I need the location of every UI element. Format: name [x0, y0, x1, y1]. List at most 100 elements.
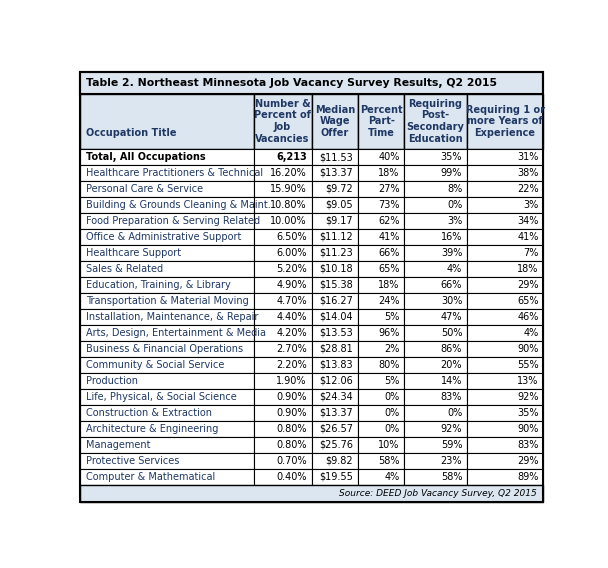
Text: $24.34: $24.34: [320, 392, 353, 402]
Text: Construction & Extraction: Construction & Extraction: [86, 408, 212, 418]
Bar: [254, 405, 311, 421]
Text: 92%: 92%: [441, 424, 462, 434]
Text: 5%: 5%: [384, 312, 399, 322]
Bar: [80, 261, 254, 277]
Text: 4%: 4%: [447, 264, 462, 274]
Bar: [404, 165, 467, 181]
Bar: [80, 469, 254, 485]
Bar: [467, 325, 544, 341]
Bar: [254, 261, 311, 277]
Text: Sales & Related: Sales & Related: [86, 264, 163, 274]
Text: 89%: 89%: [517, 472, 539, 482]
Bar: [358, 325, 404, 341]
Bar: [404, 309, 467, 325]
Bar: [467, 149, 544, 165]
Bar: [254, 341, 311, 357]
Bar: [467, 373, 544, 389]
Bar: [404, 197, 467, 213]
Bar: [467, 309, 544, 325]
Bar: [311, 373, 358, 389]
Text: $13.83: $13.83: [320, 360, 353, 370]
Bar: [358, 293, 404, 309]
Text: 7%: 7%: [523, 248, 539, 258]
Bar: [311, 229, 358, 245]
Text: 16%: 16%: [441, 232, 462, 242]
Bar: [358, 389, 404, 405]
Bar: [467, 213, 544, 229]
Text: 66%: 66%: [441, 280, 462, 290]
Text: 0%: 0%: [384, 424, 399, 434]
Text: $10.18: $10.18: [320, 264, 353, 274]
Bar: [80, 149, 254, 165]
Bar: [358, 405, 404, 421]
Bar: [404, 94, 467, 149]
Text: 58%: 58%: [378, 456, 399, 466]
Text: 0.40%: 0.40%: [277, 472, 307, 482]
Bar: [80, 341, 254, 357]
Bar: [311, 325, 358, 341]
Text: 22%: 22%: [517, 184, 539, 194]
Text: 2.70%: 2.70%: [276, 344, 307, 354]
Bar: [358, 469, 404, 485]
Text: Computer & Mathematical: Computer & Mathematical: [86, 472, 215, 482]
Text: 5%: 5%: [384, 376, 399, 386]
Text: 40%: 40%: [378, 152, 399, 162]
Bar: [404, 469, 467, 485]
Text: Installation, Maintenance, & Repair: Installation, Maintenance, & Repair: [86, 312, 258, 322]
Bar: [467, 277, 544, 293]
Bar: [311, 405, 358, 421]
Bar: [311, 421, 358, 437]
Text: 41%: 41%: [517, 232, 539, 242]
Text: 35%: 35%: [517, 408, 539, 418]
Bar: [254, 309, 311, 325]
Bar: [358, 341, 404, 357]
Text: 66%: 66%: [378, 248, 399, 258]
Text: 0.70%: 0.70%: [276, 456, 307, 466]
Text: $13.37: $13.37: [320, 168, 353, 178]
Text: Healthcare Practitioners & Technical: Healthcare Practitioners & Technical: [86, 168, 263, 178]
Bar: [404, 325, 467, 341]
Bar: [404, 261, 467, 277]
Bar: [80, 165, 254, 181]
Bar: [254, 373, 311, 389]
Text: 80%: 80%: [378, 360, 399, 370]
Text: 2%: 2%: [384, 344, 399, 354]
Bar: [311, 165, 358, 181]
Text: Protective Services: Protective Services: [86, 456, 179, 466]
Text: Life, Physical, & Social Science: Life, Physical, & Social Science: [86, 392, 237, 402]
Text: 16.20%: 16.20%: [270, 168, 307, 178]
Bar: [311, 181, 358, 197]
Bar: [311, 341, 358, 357]
Text: 62%: 62%: [378, 216, 399, 226]
Bar: [467, 261, 544, 277]
Text: Architecture & Engineering: Architecture & Engineering: [86, 424, 218, 434]
Text: 4.40%: 4.40%: [277, 312, 307, 322]
Bar: [254, 181, 311, 197]
Text: Building & Grounds Cleaning & Maint.: Building & Grounds Cleaning & Maint.: [86, 200, 271, 210]
Bar: [467, 405, 544, 421]
Bar: [80, 405, 254, 421]
Text: 31%: 31%: [517, 152, 539, 162]
Text: 34%: 34%: [517, 216, 539, 226]
Bar: [80, 309, 254, 325]
Text: $9.05: $9.05: [326, 200, 353, 210]
Bar: [358, 213, 404, 229]
Bar: [467, 389, 544, 405]
Bar: [404, 245, 467, 261]
Bar: [80, 197, 254, 213]
Text: 83%: 83%: [517, 440, 539, 450]
Text: Number &
Percent of
Job
Vacancies: Number & Percent of Job Vacancies: [254, 99, 311, 144]
Text: Community & Social Service: Community & Social Service: [86, 360, 224, 370]
Text: 47%: 47%: [441, 312, 462, 322]
Bar: [358, 437, 404, 453]
Text: Food Preparation & Serving Related: Food Preparation & Serving Related: [86, 216, 260, 226]
Text: $25.76: $25.76: [319, 440, 353, 450]
Bar: [254, 325, 311, 341]
Text: $9.72: $9.72: [325, 184, 353, 194]
Bar: [254, 165, 311, 181]
Text: $11.12: $11.12: [320, 232, 353, 242]
Bar: [311, 261, 358, 277]
Bar: [254, 277, 311, 293]
Bar: [311, 149, 358, 165]
Text: 10.00%: 10.00%: [271, 216, 307, 226]
